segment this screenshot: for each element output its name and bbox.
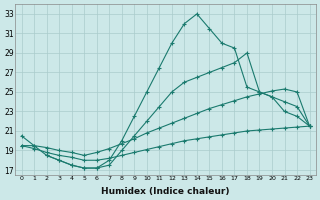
X-axis label: Humidex (Indice chaleur): Humidex (Indice chaleur) (101, 187, 230, 196)
